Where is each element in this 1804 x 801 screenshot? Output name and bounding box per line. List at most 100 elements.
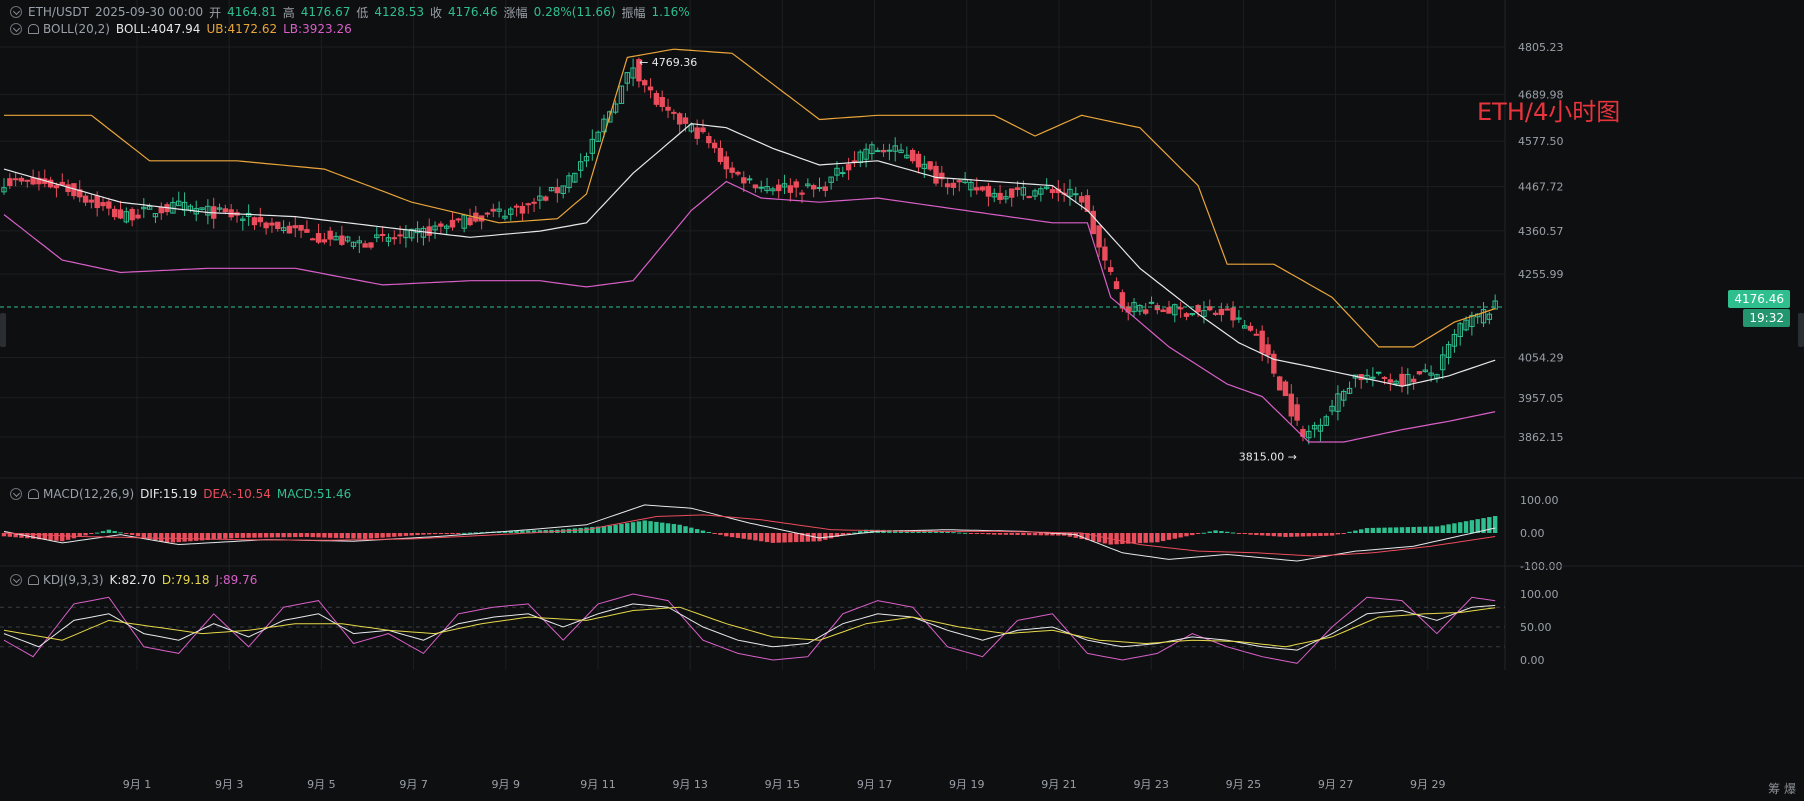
macd-histogram-bar: [60, 533, 65, 542]
macd-histogram-bar: [94, 532, 100, 534]
candle-body: [123, 211, 130, 223]
chevron-down-icon[interactable]: [10, 6, 22, 18]
right-collapse-handle[interactable]: [1798, 313, 1804, 347]
macd-histogram-bar: [415, 533, 420, 536]
macd-histogram-bar: [333, 533, 339, 538]
chevron-down-icon[interactable]: [10, 488, 22, 500]
chevron-down-icon[interactable]: [10, 574, 22, 586]
macd-histogram-bar: [1044, 533, 1049, 536]
macd-histogram-bar: [992, 533, 997, 535]
candle-body: [642, 80, 648, 86]
macd-histogram-bar: [1149, 533, 1154, 543]
macd-histogram-bar: [1312, 533, 1317, 537]
macd-histogram-bar: [1225, 531, 1230, 533]
macd-histogram-bar: [997, 533, 1003, 535]
candle-body: [455, 218, 462, 221]
macd-histogram-bar: [1370, 527, 1376, 533]
macd-histogram-bar: [1219, 531, 1224, 533]
bell-icon[interactable]: [28, 575, 39, 585]
candle-body: [1416, 371, 1423, 375]
macd-histogram-bar: [223, 533, 228, 539]
macd-histogram-bar: [584, 527, 589, 533]
price-axis-tick: 3862.15: [1518, 431, 1564, 444]
macd-histogram-bar: [176, 533, 181, 543]
candle-body: [1247, 325, 1254, 331]
candle-body: [781, 183, 788, 188]
candle-body: [111, 208, 118, 218]
macd-histogram-bar: [124, 533, 129, 534]
macd-histogram-bar: [799, 533, 805, 542]
macd-histogram-bar: [968, 533, 974, 534]
macd-histogram-bar: [595, 526, 601, 533]
macd-histogram-bar: [304, 533, 310, 537]
candle-body: [36, 177, 42, 185]
candle-body: [1154, 305, 1161, 311]
macd-histogram-bar: [1318, 533, 1323, 536]
candle-body: [950, 182, 957, 188]
macd-histogram-bar: [782, 533, 787, 543]
macd-histogram-bar: [1032, 533, 1038, 536]
macd-histogram-bar: [211, 533, 216, 540]
macd-histogram-bar: [834, 533, 840, 537]
candle-body: [502, 215, 508, 219]
macd-histogram-bar: [147, 533, 152, 539]
chevron-down-icon[interactable]: [10, 23, 22, 35]
macd-histogram-bar: [689, 527, 694, 533]
macd-histogram-bar: [1120, 533, 1125, 544]
candle-body: [1311, 424, 1318, 430]
candle-body: [700, 127, 706, 133]
macd-histogram-bar: [432, 533, 438, 535]
kdj-j-value: J:89.76: [215, 573, 258, 587]
macd-histogram-bar: [1265, 533, 1271, 536]
macd-histogram-bar: [1324, 533, 1329, 536]
candle-body: [630, 67, 636, 79]
macd-histogram-bar: [1335, 533, 1341, 535]
candle-body: [1160, 309, 1166, 313]
bell-icon[interactable]: [28, 24, 39, 34]
candle-body: [333, 235, 339, 241]
kdj-d-value: D:79.18: [161, 573, 210, 587]
boll-legend: BOLL(20,2) BOLL:4047.94 UB:4172.62 LB:39…: [0, 19, 352, 39]
candle-body: [1230, 307, 1236, 321]
candle-body: [1341, 390, 1347, 401]
candle-body: [321, 239, 328, 243]
candle-body: [1370, 376, 1376, 379]
macd-histogram-bar: [793, 533, 799, 543]
macd-histogram-bar: [974, 533, 979, 534]
candle-body: [129, 208, 135, 221]
macd-histogram-bar: [648, 521, 653, 533]
candle-body: [344, 236, 351, 242]
candle-body: [688, 124, 695, 132]
candle-body: [1276, 376, 1283, 391]
left-collapse-handle[interactable]: [0, 313, 6, 347]
candle-body: [1253, 333, 1260, 336]
candle-body: [397, 234, 403, 237]
candle-body: [1084, 195, 1091, 212]
candle-body: [1486, 313, 1493, 320]
candle-body: [665, 106, 671, 111]
macd-histogram-bar: [508, 531, 513, 533]
candle-body: [263, 222, 269, 229]
macd-histogram-bar: [30, 533, 36, 539]
time-axis-tick: 9月 5: [307, 778, 336, 791]
macd-histogram-bar: [362, 533, 368, 539]
kdj-d-line: [3, 606, 1496, 648]
macd-histogram-bar: [386, 533, 391, 538]
candle-body: [240, 218, 246, 221]
corner-labels[interactable]: 筹 爆: [1768, 782, 1796, 796]
candle-body: [356, 240, 363, 244]
macd-histogram-bar: [1213, 530, 1218, 533]
macd-histogram-bar: [153, 533, 158, 541]
macd-histogram-bar: [846, 533, 851, 535]
macd-histogram-bar: [1423, 526, 1428, 533]
candle-body: [1288, 393, 1295, 417]
macd-axis-tick: 100.00: [1520, 494, 1559, 507]
macd-histogram-bar: [450, 533, 455, 534]
macd-histogram-bar: [409, 533, 414, 536]
macd-histogram-bar: [397, 533, 403, 537]
candle-body: [828, 176, 834, 183]
candle-body: [548, 187, 555, 192]
candle-body: [647, 86, 654, 91]
bell-icon[interactable]: [28, 489, 39, 499]
